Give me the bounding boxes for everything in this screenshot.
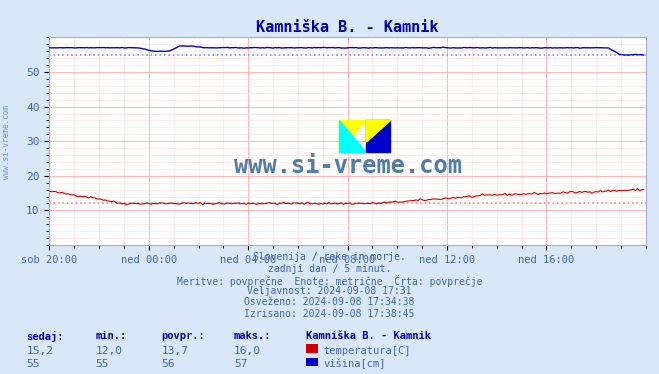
Text: 56: 56 xyxy=(161,359,175,369)
Polygon shape xyxy=(339,120,366,151)
Text: Izrisano: 2024-09-08 17:38:45: Izrisano: 2024-09-08 17:38:45 xyxy=(244,309,415,319)
Text: 57: 57 xyxy=(234,359,247,369)
Polygon shape xyxy=(366,120,391,142)
Text: temperatura[C]: temperatura[C] xyxy=(324,346,411,356)
Text: 55: 55 xyxy=(96,359,109,369)
Text: Kamniška B. - Kamnik: Kamniška B. - Kamnik xyxy=(306,331,432,341)
Text: 12,0: 12,0 xyxy=(96,346,123,356)
Text: 16,0: 16,0 xyxy=(234,346,261,356)
Title: Kamniška B. - Kamnik: Kamniška B. - Kamnik xyxy=(256,20,439,35)
Text: povpr.:: povpr.: xyxy=(161,331,205,341)
Text: sedaj:: sedaj: xyxy=(26,331,64,342)
Text: Meritve: povprečne  Enote: metrične  Črta: povprečje: Meritve: povprečne Enote: metrične Črta:… xyxy=(177,275,482,287)
Text: 15,2: 15,2 xyxy=(26,346,53,356)
Text: www.si-vreme.com: www.si-vreme.com xyxy=(2,105,11,179)
Text: Veljavnost: 2024-09-08 17:31: Veljavnost: 2024-09-08 17:31 xyxy=(247,286,412,296)
Text: www.si-vreme.com: www.si-vreme.com xyxy=(234,154,461,178)
Text: Osveženo: 2024-09-08 17:34:38: Osveženo: 2024-09-08 17:34:38 xyxy=(244,297,415,307)
Polygon shape xyxy=(339,120,366,151)
Text: 55: 55 xyxy=(26,359,40,369)
Text: višina[cm]: višina[cm] xyxy=(324,359,386,370)
Text: zadnji dan / 5 minut.: zadnji dan / 5 minut. xyxy=(268,264,391,274)
Text: 13,7: 13,7 xyxy=(161,346,188,356)
Text: min.:: min.: xyxy=(96,331,127,341)
Text: Slovenija / reke in morje.: Slovenija / reke in morje. xyxy=(253,252,406,263)
Text: maks.:: maks.: xyxy=(234,331,272,341)
Bar xyxy=(366,120,391,151)
